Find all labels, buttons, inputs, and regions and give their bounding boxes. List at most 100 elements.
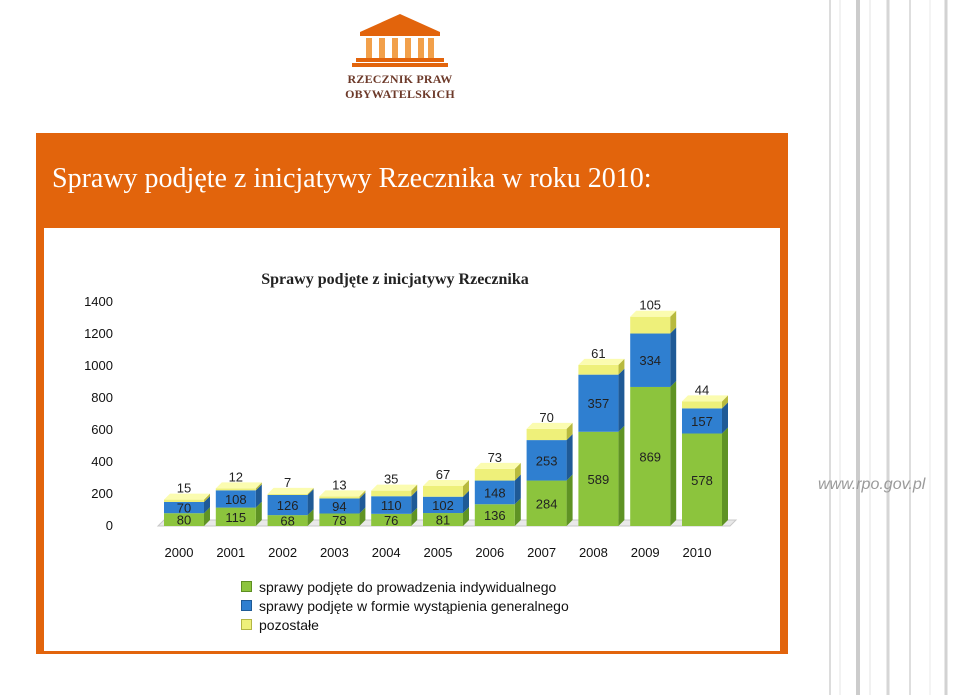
title-banner: Sprawy podjęte z inicjatywy Rzecznika w … <box>36 133 788 228</box>
bar-side <box>463 490 469 514</box>
data-label: 70 <box>539 410 553 425</box>
y-tick-label: 400 <box>91 454 113 469</box>
x-tick-label: 2008 <box>579 545 608 560</box>
bar-segment <box>578 364 619 375</box>
bar-side <box>514 498 521 526</box>
y-tick-label: 200 <box>91 486 113 501</box>
bar-side <box>463 480 469 497</box>
bar-segment <box>164 499 204 502</box>
bar-segment <box>371 513 412 526</box>
y-tick-label: 0 <box>106 518 113 533</box>
y-tick-label: 800 <box>91 390 113 405</box>
data-label: 115 <box>225 510 246 525</box>
bar-top <box>474 462 521 469</box>
bar-side <box>618 368 625 432</box>
legend-swatch-yellow <box>241 619 252 630</box>
x-tick-label: 2005 <box>424 545 453 560</box>
data-label: 334 <box>639 353 661 368</box>
legend-item-other: pozostałe <box>241 615 569 634</box>
bar-side <box>566 474 573 526</box>
bar-side <box>307 487 314 495</box>
bar-segment <box>423 513 463 526</box>
data-label: 126 <box>277 498 299 513</box>
bar-segment <box>215 507 256 526</box>
bar-segment <box>423 486 463 497</box>
building-icon <box>352 14 448 67</box>
y-tick-label: 1200 <box>84 326 113 341</box>
rpo-logo: RZECZNIK PRAW OBYWATELSKICH <box>300 10 500 101</box>
legend-item-general: sprawy podjęte w formie wystąpienia gene… <box>241 596 569 615</box>
bar-side <box>359 507 366 526</box>
chart-legend: sprawy podjęte do prowadzenia indywidual… <box>241 577 569 634</box>
bar-side <box>411 490 418 514</box>
bar-segment <box>164 513 204 526</box>
bar-segment <box>630 316 671 334</box>
bar-segment <box>682 401 722 409</box>
data-label: 76 <box>384 513 398 528</box>
data-label: 68 <box>280 514 294 529</box>
bar-segment <box>630 386 671 526</box>
bar-segment <box>215 488 256 491</box>
bar-side <box>204 493 210 502</box>
data-label: 73 <box>488 450 502 465</box>
bar-segment <box>371 490 412 497</box>
x-tick-label: 2009 <box>631 545 660 560</box>
data-label: 253 <box>536 453 558 468</box>
bar-side <box>514 474 521 505</box>
data-label: 108 <box>225 492 247 507</box>
frame-bottom <box>36 651 788 654</box>
legend-label: sprawy podjęte w formie wystąpienia gene… <box>259 597 569 614</box>
bar-top <box>371 484 418 491</box>
data-label: 70 <box>177 501 191 516</box>
bar-segment <box>267 515 308 526</box>
data-label: 102 <box>432 498 454 513</box>
bar-segment <box>578 374 619 432</box>
bar-segment <box>319 496 360 499</box>
website-url: www.rpo.gov.pl <box>818 476 926 493</box>
bar-side <box>566 422 573 441</box>
data-label: 81 <box>436 513 450 528</box>
logo-text: RZECZNIK PRAW OBYWATELSKICH <box>345 72 455 101</box>
data-label: 78 <box>332 513 346 528</box>
bar-side <box>307 509 314 526</box>
bar-side <box>670 310 677 334</box>
bar-segment <box>423 496 463 514</box>
data-label: 148 <box>484 485 506 500</box>
bar-side <box>566 434 573 481</box>
bar-top <box>267 487 314 494</box>
bar-top <box>319 490 366 497</box>
data-label: 80 <box>177 513 191 528</box>
bar-segment <box>630 333 671 387</box>
x-tick-label: 2001 <box>216 545 245 560</box>
data-label: 284 <box>536 496 558 511</box>
bar-side <box>411 507 418 526</box>
bar-side <box>463 507 469 526</box>
bar-segment <box>682 433 722 526</box>
data-label: 35 <box>384 472 398 487</box>
bar-segment <box>474 480 515 505</box>
bar-top <box>578 358 625 365</box>
bar-side <box>255 482 262 491</box>
data-label: 44 <box>695 382 709 397</box>
bar-top <box>164 493 210 500</box>
y-tick-label: 1000 <box>84 358 113 373</box>
data-label: 7 <box>284 475 291 490</box>
bar-segment <box>474 468 515 481</box>
chart-title: Sprawy podjęte z inicjatywy Rzecznika <box>261 271 529 288</box>
bar-side <box>618 425 625 526</box>
bar-side <box>618 358 625 375</box>
legend-label: sprawy podjęte do prowadzenia indywidual… <box>259 578 557 595</box>
bar-top <box>526 422 573 429</box>
bar-segment <box>267 493 308 495</box>
decorative-stripes <box>829 0 948 695</box>
x-tick-label: 2007 <box>527 545 556 560</box>
bar-segment <box>526 440 567 481</box>
bar-segment <box>474 504 515 526</box>
bar-segment <box>526 428 567 441</box>
legend-swatch-green <box>241 581 252 592</box>
bar-side <box>255 484 262 508</box>
bar-segment <box>371 496 412 514</box>
bar-segment <box>526 480 567 526</box>
bar-top <box>630 310 677 317</box>
